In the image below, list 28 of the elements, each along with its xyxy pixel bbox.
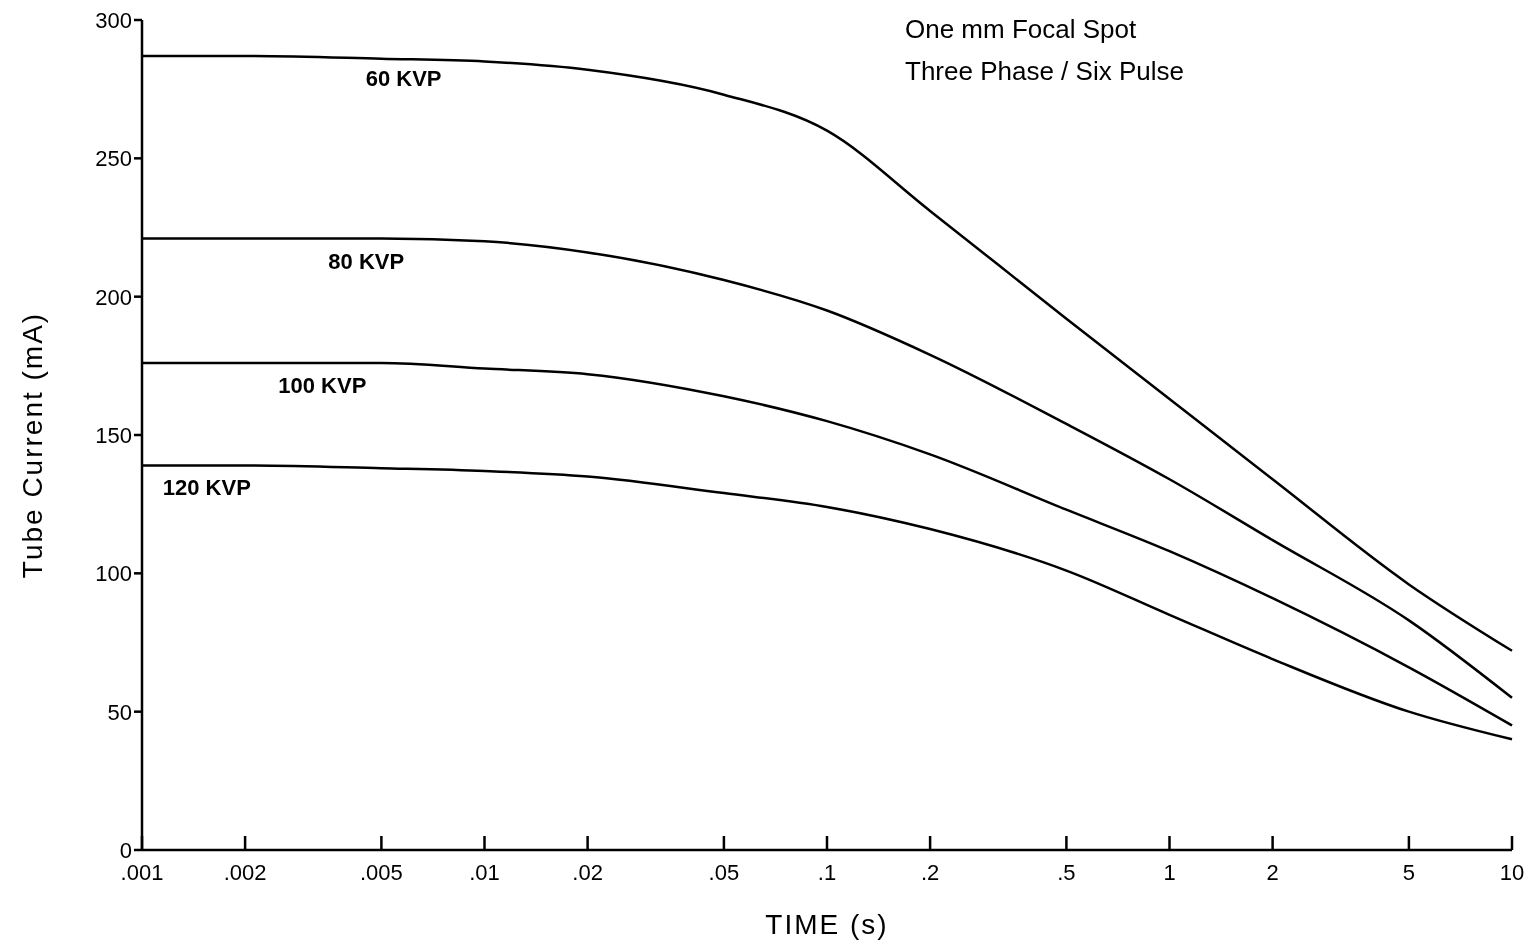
- x-tick-label: .02: [572, 860, 603, 885]
- series-label: 120 KVP: [162, 475, 251, 501]
- series-label: 100 KVP: [278, 373, 367, 399]
- x-tick-label: .002: [223, 860, 267, 885]
- y-tick-label: 150: [95, 423, 132, 448]
- x-tick-label: .001: [120, 860, 164, 885]
- series-label: 80 KVP: [328, 248, 405, 274]
- x-axis-title: TIME (s): [765, 909, 889, 940]
- x-tick-label: 5: [1402, 860, 1416, 885]
- x-tick-label: .05: [708, 860, 740, 885]
- y-axis-title: Tube Current (mA): [17, 311, 48, 579]
- y-tick-label: 100: [95, 561, 132, 587]
- chart-title: One mm Focal Spot: [905, 14, 1137, 44]
- x-tick-label: .1: [817, 860, 837, 885]
- y-tick-label: 250: [95, 146, 132, 172]
- x-tick-label: .2: [920, 860, 940, 885]
- x-tick-label: .005: [359, 860, 403, 885]
- y-tick-label: 50: [107, 699, 132, 725]
- x-tick-label: .01: [469, 860, 500, 885]
- y-tick-label: 300: [95, 8, 132, 33]
- series-label: 60 KVP: [365, 65, 442, 91]
- x-tick-label: 2: [1266, 860, 1279, 885]
- y-tick-label: 0: [119, 838, 132, 863]
- text: Three Phase / Six Pulse: [905, 56, 1184, 86]
- x-tick-label: 10: [1499, 860, 1525, 885]
- x-tick-label: .5: [1057, 860, 1076, 885]
- y-tick-label: 200: [95, 284, 132, 310]
- x-tick-label: 1: [1163, 860, 1176, 885]
